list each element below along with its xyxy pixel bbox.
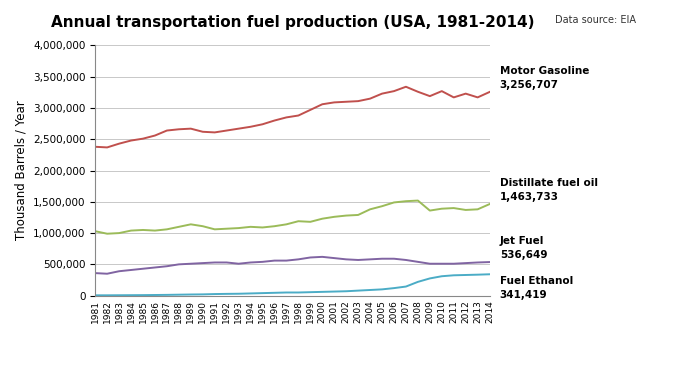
Text: Motor Gasoline: Motor Gasoline bbox=[500, 66, 589, 76]
Text: Data source: EIA: Data source: EIA bbox=[555, 15, 636, 25]
Text: 1,463,733: 1,463,733 bbox=[500, 192, 559, 202]
Text: 536,649: 536,649 bbox=[500, 250, 547, 260]
Y-axis label: Thousand Barrels / Year: Thousand Barrels / Year bbox=[14, 101, 27, 240]
Text: Jet Fuel: Jet Fuel bbox=[500, 236, 544, 246]
Text: Distillate fuel oil: Distillate fuel oil bbox=[500, 178, 598, 188]
Text: 3,256,707: 3,256,707 bbox=[500, 80, 559, 90]
Text: Annual transportation fuel production (USA, 1981-2014): Annual transportation fuel production (U… bbox=[50, 15, 534, 30]
Text: Fuel Ethanol: Fuel Ethanol bbox=[500, 276, 573, 286]
Text: 341,419: 341,419 bbox=[500, 290, 547, 300]
